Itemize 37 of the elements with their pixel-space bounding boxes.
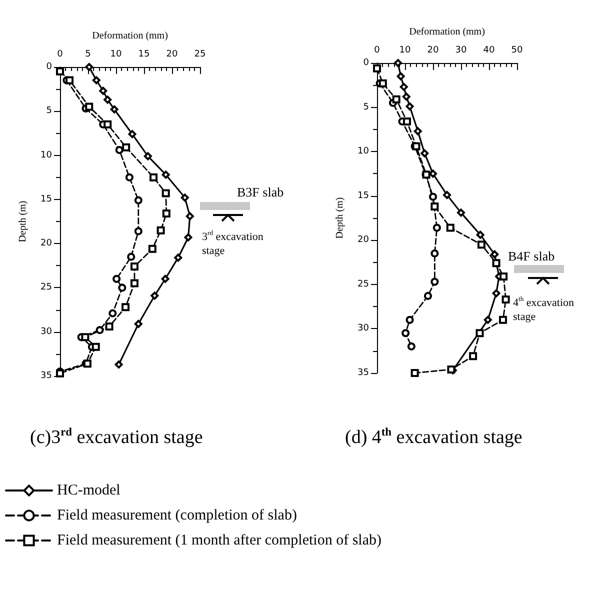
y-tick-label: 5	[46, 106, 52, 116]
x-axis-title: Deformation (mm)	[92, 30, 168, 42]
y-tick-label: 5	[363, 102, 369, 112]
y-axis-title: Depth (m)	[334, 197, 346, 239]
y-tick-label: 15	[358, 190, 369, 201]
x-tick-label: 20	[427, 46, 439, 56]
y-tick-label: 25	[358, 279, 369, 290]
x-tick-label: 25	[194, 50, 206, 60]
x-tick-label: 0	[374, 46, 380, 56]
y-tick-label: 0	[46, 62, 52, 72]
y-tick-label: 20	[40, 238, 52, 249]
legend-label: Field measurement (1 month after completion of slab)	[57, 532, 382, 548]
x-axis-title: Deformation (mm)	[409, 26, 485, 38]
x-tick-label: 50	[511, 46, 523, 56]
annotation: B4F slab	[508, 248, 555, 264]
y-tick-label: 30	[40, 326, 52, 337]
y-tick-label: 10	[40, 150, 52, 160]
y-tick-label: 20	[358, 235, 370, 246]
y-tick-label: 30	[358, 324, 370, 334]
y-tick-label: 0	[363, 58, 370, 68]
y-tick-label: 25	[40, 282, 52, 293]
x-tick-label: 20	[166, 50, 178, 60]
x-tick-label: 30	[455, 46, 467, 56]
y-axis-title: Depth (m)	[18, 200, 28, 242]
x-tick-label: 5	[85, 50, 91, 60]
y-tick-label: 35	[358, 368, 369, 378]
y-tick-label: 15	[40, 194, 52, 204]
x-tick-label: 10	[399, 46, 411, 56]
x-tick-label: 10	[110, 50, 122, 60]
x-tick-label: 0	[57, 50, 64, 60]
y-tick-label: 35	[40, 371, 52, 381]
x-tick-label: 15	[138, 50, 150, 60]
text: B3F slab	[237, 184, 284, 200]
legend-label: HC-model	[57, 482, 120, 498]
legend-label: Field measurement (completion of slab)	[57, 508, 297, 524]
x-tick-label: 40	[483, 46, 495, 56]
y-tick-label: 10	[358, 146, 370, 157]
